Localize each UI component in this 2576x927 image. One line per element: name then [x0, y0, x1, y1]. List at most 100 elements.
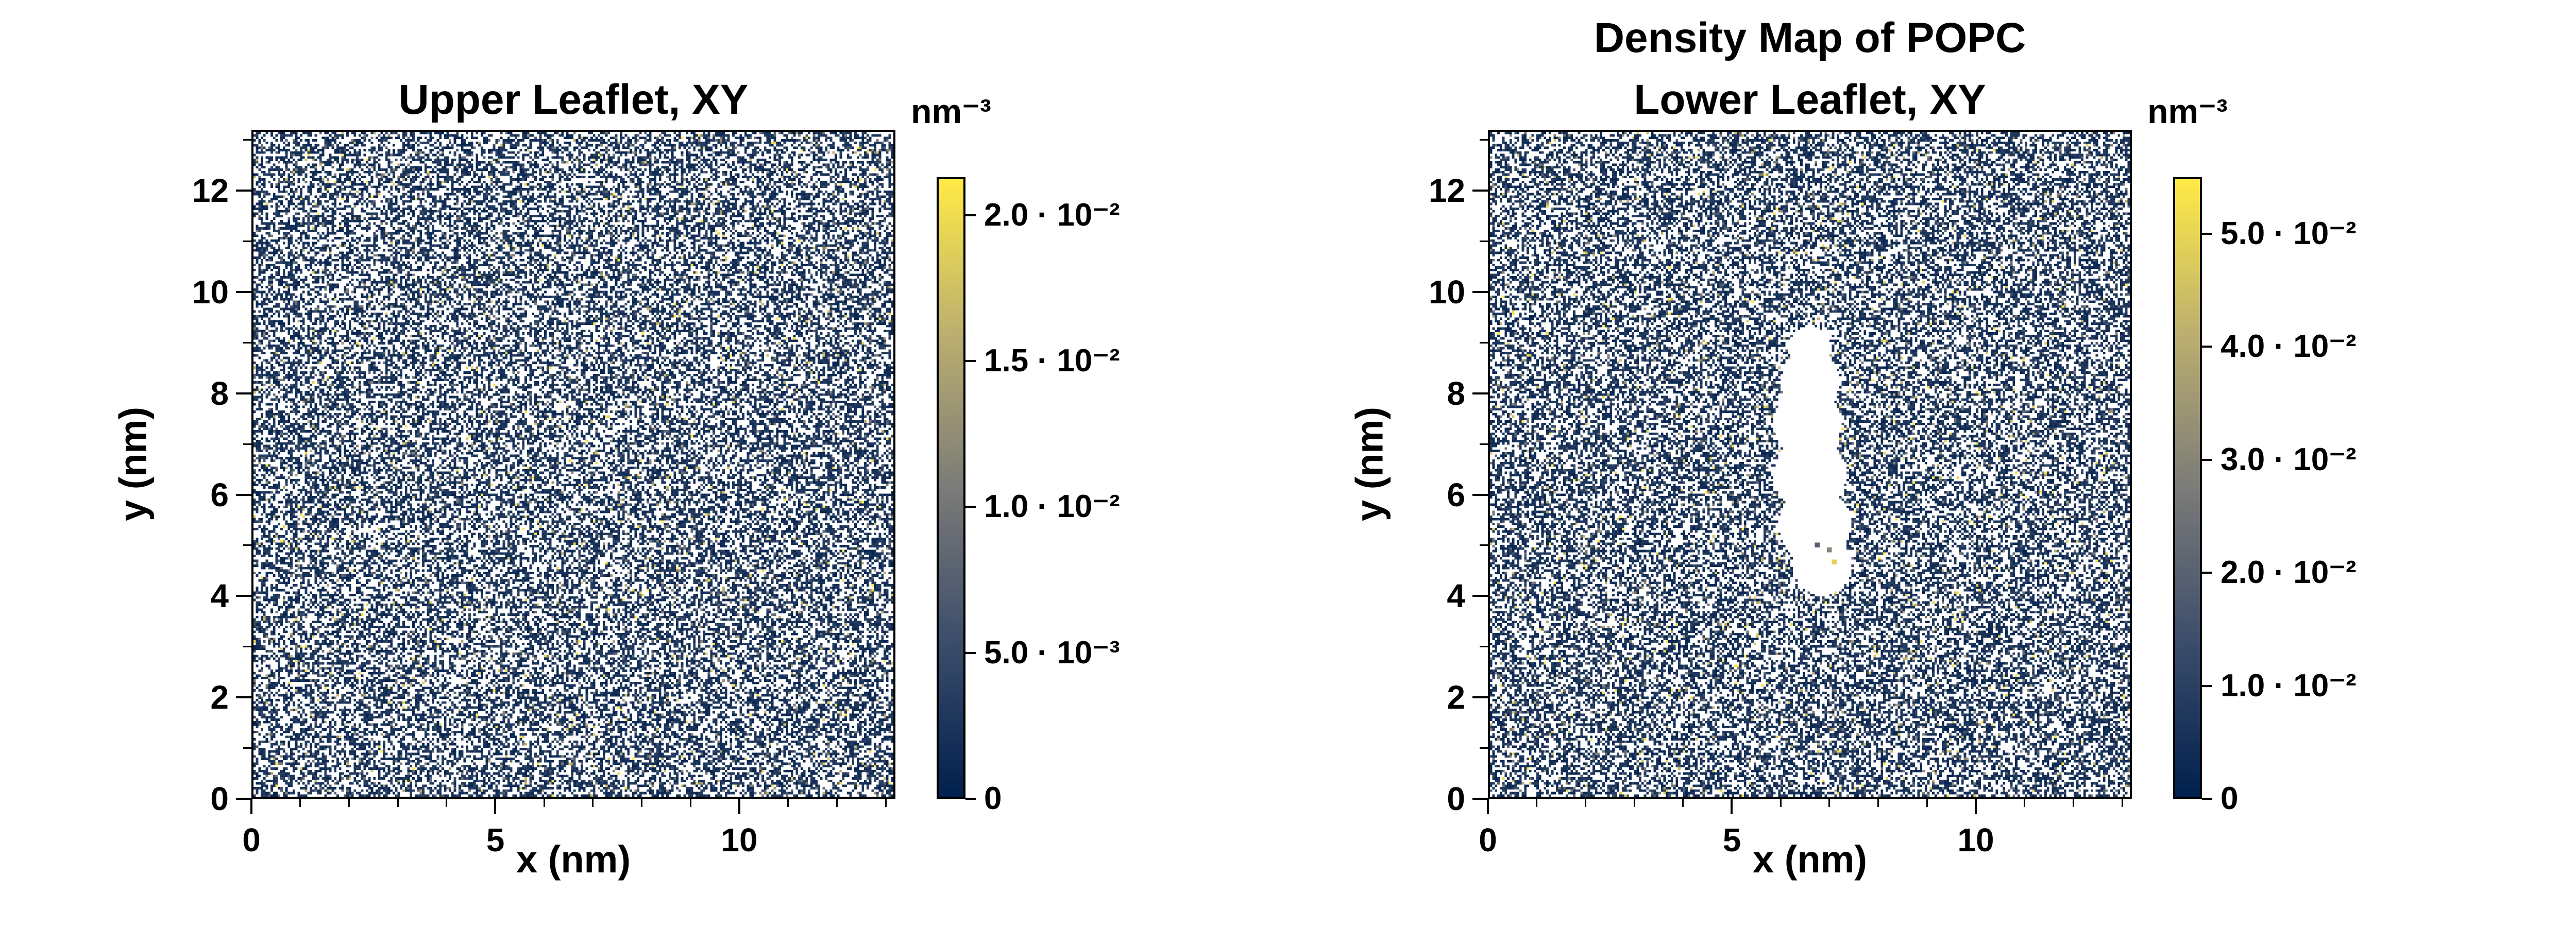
y-axis-minor-tick [1480, 443, 1488, 445]
colorbar-tick [2202, 458, 2212, 461]
panel-title: Upper Leaflet, XY [398, 76, 749, 123]
y-axis-minor-tick [1480, 646, 1488, 648]
colorbar-tick [2202, 572, 2212, 574]
x-axis-minor-tick [885, 799, 887, 807]
x-axis-minor-tick [1536, 799, 1538, 807]
y-axis-tick [236, 190, 251, 192]
panel-transversal-view-yz: Transversal View, YZ z (nm) y (nm) nm⁻³ … [2473, 0, 2576, 927]
x-axis-minor-tick [2121, 799, 2123, 807]
colorbar-tick [2202, 346, 2212, 348]
colorbar-tick-label: 5.0 · 10⁻² [2221, 215, 2357, 251]
y-tick-label: 6 [1447, 476, 1465, 513]
y-tick-label: 4 [210, 577, 229, 615]
y-tick-label: 8 [1447, 374, 1465, 412]
y-axis-tick [1472, 190, 1488, 192]
x-axis-tick [1731, 799, 1733, 814]
y-axis-minor-tick [243, 443, 251, 445]
figure-suptitle: Density Map of POPC [1594, 14, 2026, 61]
colorbar-tick [965, 798, 976, 800]
colorbar [2173, 177, 2202, 799]
y-axis-minor-tick [1480, 544, 1488, 546]
x-axis-minor-tick [1780, 799, 1782, 807]
x-axis-tick [738, 799, 740, 814]
panel-lower-leaflet-xy: Density Map of POPC Lower Leaflet, XY y … [1236, 0, 2473, 927]
x-axis-tick [1974, 799, 1977, 814]
y-axis-tick [236, 290, 251, 293]
colorbar-tick-label: 1.0 · 10⁻² [984, 489, 1120, 525]
colorbar-unit-label: nm⁻³ [2147, 92, 2228, 130]
x-axis-label: x (nm) [1753, 838, 1867, 881]
colorbar-tick [965, 360, 976, 362]
x-axis-minor-tick [348, 799, 350, 807]
x-axis-minor-tick [1584, 799, 1586, 807]
colorbar-tick [2202, 798, 2212, 800]
x-axis-minor-tick [1633, 799, 1635, 807]
y-axis-tick [1472, 493, 1488, 496]
heatmap-plot [1488, 130, 2132, 799]
x-axis-tick [494, 799, 497, 814]
colorbar-unit-label: nm⁻³ [911, 92, 991, 130]
colorbar-tick [965, 651, 976, 654]
y-tick-label: 12 [1428, 172, 1465, 210]
x-axis-minor-tick [299, 799, 301, 807]
y-tick-label: 4 [1447, 577, 1465, 615]
x-axis-minor-tick [592, 799, 594, 807]
x-axis-minor-tick [543, 799, 545, 807]
x-axis-label: x (nm) [516, 838, 631, 881]
y-tick-label: 2 [1447, 679, 1465, 716]
colorbar-tick-label: 1.0 · 10⁻² [2221, 667, 2357, 703]
heatmap-canvas [253, 132, 893, 797]
y-axis-tick [1472, 595, 1488, 597]
x-axis-minor-tick [641, 799, 643, 807]
colorbar-tick-label: 4.0 · 10⁻² [2221, 329, 2357, 365]
y-axis-tick [236, 696, 251, 699]
x-axis-minor-tick [1877, 799, 1879, 807]
colorbar-tick-label: 0 [2221, 781, 2239, 816]
y-axis-minor-tick [1480, 747, 1488, 749]
colorbar-tick-label: 0 [984, 781, 1002, 816]
y-tick-label: 8 [210, 374, 229, 412]
y-axis-tick [236, 392, 251, 394]
x-tick-label: 5 [486, 821, 505, 859]
y-axis-tick [1472, 290, 1488, 293]
y-axis-tick [1472, 696, 1488, 699]
y-tick-label: 10 [192, 273, 229, 311]
x-axis-minor-tick [836, 799, 838, 807]
x-axis-minor-tick [1926, 799, 1928, 807]
y-axis-minor-tick [243, 241, 251, 242]
panel-title: Lower Leaflet, XY [1634, 76, 1986, 123]
x-axis-minor-tick [2072, 799, 2074, 807]
y-axis-tick [1472, 392, 1488, 394]
colorbar-tick-label: 3.0 · 10⁻² [2221, 441, 2357, 477]
y-axis-tick [236, 595, 251, 597]
heatmap-canvas [1490, 132, 2130, 797]
y-axis-minor-tick [243, 646, 251, 648]
x-axis-minor-tick [397, 799, 399, 807]
colorbar-tick [2202, 684, 2212, 687]
colorbar-tick [2202, 232, 2212, 235]
colorbar-tick-label: 2.0 · 10⁻² [2221, 555, 2357, 591]
y-axis-tick [1472, 798, 1488, 800]
y-axis-minor-tick [243, 747, 251, 749]
x-axis-tick [1487, 799, 1489, 814]
x-axis-tick [250, 799, 252, 814]
x-tick-label: 10 [721, 821, 758, 859]
colorbar [937, 177, 965, 799]
colorbar-tick-label: 1.5 · 10⁻² [984, 343, 1120, 379]
y-axis-tick [236, 798, 251, 800]
heatmap-plot [251, 130, 895, 799]
colorbar-tick-label: 5.0 · 10⁻³ [984, 634, 1120, 671]
y-tick-label: 0 [1447, 780, 1465, 817]
x-tick-label: 0 [1479, 821, 1497, 859]
y-axis-minor-tick [243, 544, 251, 546]
y-axis-minor-tick [243, 341, 251, 344]
x-axis-minor-tick [1828, 799, 1831, 807]
y-tick-label: 12 [192, 172, 229, 210]
x-tick-label: 0 [242, 821, 261, 859]
x-tick-label: 10 [1957, 821, 1994, 859]
x-axis-minor-tick [787, 799, 789, 807]
y-axis-minor-tick [1480, 139, 1488, 141]
y-axis-tick [236, 493, 251, 496]
colorbar-tick-label: 2.0 · 10⁻² [984, 197, 1120, 233]
